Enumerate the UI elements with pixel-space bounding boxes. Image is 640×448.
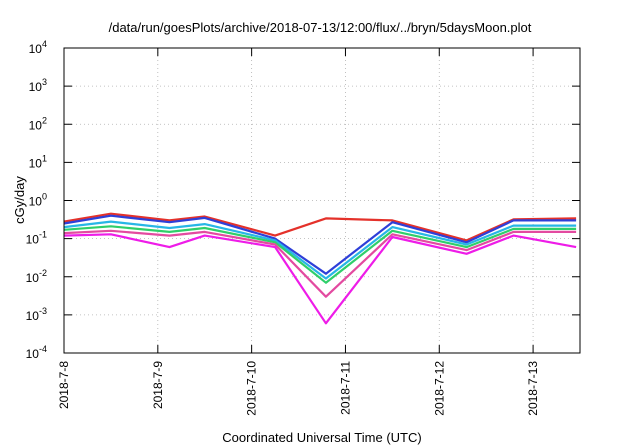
y-tick-label: 100 <box>29 192 47 209</box>
series-layer <box>63 212 577 325</box>
series-line-5 <box>63 229 577 298</box>
series-line-6 <box>63 233 577 325</box>
y-tick-label: 102 <box>29 115 47 132</box>
x-tick-label: 2018-7-8 <box>57 361 71 409</box>
y-tick-label: 10-1 <box>26 230 47 247</box>
axis-ticks: 10-4 10-3 10-2 10-1 100 101 102 103 104 2018-7-8 2… <box>26 39 580 416</box>
x-tick-label: 2018-7-9 <box>151 361 165 409</box>
x-tick-label: 2018-7-10 <box>245 361 259 416</box>
y-tick-label: 10-4 <box>26 344 47 361</box>
series-line-1 <box>63 212 577 242</box>
chart-title: /data/run/goesPlots/archive/2018-07-13/1… <box>109 20 532 35</box>
x-axis-label: Coordinated Universal Time (UTC) <box>222 430 421 445</box>
y-tick-label: 104 <box>29 39 47 56</box>
series-line-3 <box>63 220 577 280</box>
x-tick-label: 2018-7-12 <box>432 361 446 416</box>
x-tick-label: 2018-7-11 <box>338 361 352 415</box>
y-tick-label: 10-3 <box>26 306 47 323</box>
x-tick-label: 2018-7-13 <box>526 361 540 416</box>
grid-lines <box>63 47 580 354</box>
y-tick-label: 101 <box>29 153 47 170</box>
series-line-4 <box>63 225 577 284</box>
plot-frame <box>63 47 581 354</box>
y-axis-label: cGy/day <box>12 176 27 224</box>
y-tick-label: 103 <box>29 77 47 94</box>
y-tick-label: 10-2 <box>26 268 47 285</box>
series-line-2 <box>63 214 577 275</box>
